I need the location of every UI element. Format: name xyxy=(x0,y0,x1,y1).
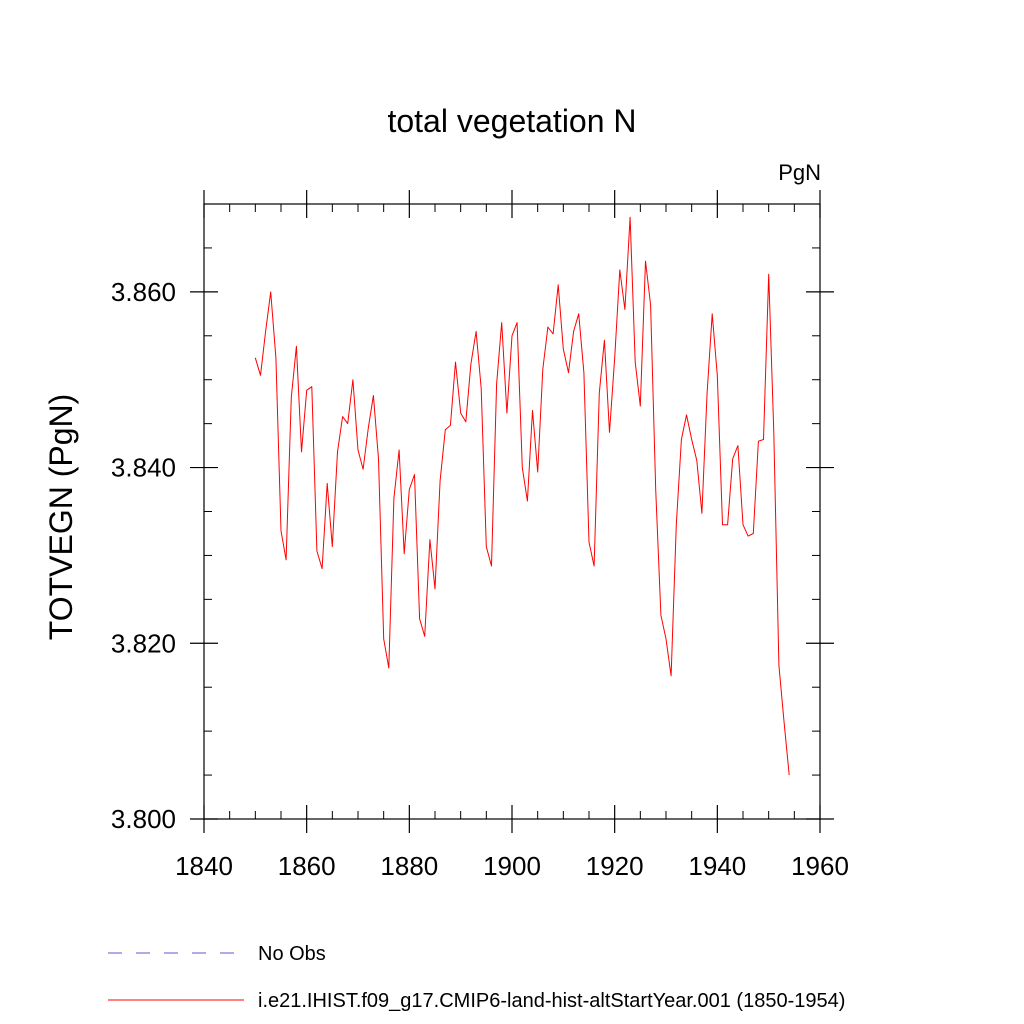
series-line xyxy=(254,216,790,776)
y-tick-label: 3.800 xyxy=(111,804,176,834)
axis-ticks xyxy=(190,190,834,833)
units-label: PgN xyxy=(778,160,821,185)
x-tick-label: 1880 xyxy=(380,851,438,881)
legend-label: No Obs xyxy=(258,943,326,965)
plot-frame xyxy=(203,203,821,820)
x-tick-label: 1960 xyxy=(791,851,849,881)
y-tick-label: 3.840 xyxy=(111,453,176,483)
series-layer xyxy=(254,216,790,776)
y-tick-label: 3.820 xyxy=(111,628,176,658)
axis-tick-labels: 1840 1860 1880 1900 1920 1940 1960 3.800 3.820 3.… xyxy=(111,277,849,881)
x-tick-label: 1920 xyxy=(586,851,644,881)
legend: No Obs i.e21.IHIST.f09_g17.CMIP6-land-his… xyxy=(108,943,845,1012)
x-tick-label: 1900 xyxy=(483,851,541,881)
x-tick-label: 1940 xyxy=(688,851,746,881)
y-tick-label: 3.860 xyxy=(111,277,176,307)
chart-title: total vegetation N xyxy=(387,103,636,139)
legend-label: i.e21.IHIST.f09_g17.CMIP6-land-hist-altS… xyxy=(258,990,845,1012)
y-axis-label: TOTVEGN (PgN) xyxy=(43,394,79,641)
x-tick-label: 1860 xyxy=(278,851,336,881)
x-tick-label: 1840 xyxy=(175,851,233,881)
